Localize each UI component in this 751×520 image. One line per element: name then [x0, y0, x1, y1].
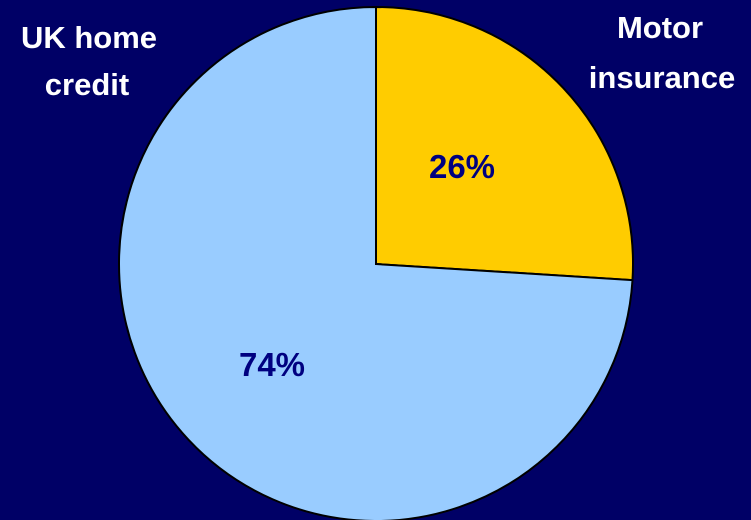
- pie-slice-1: [118, 5, 634, 520]
- pie-slices: [118, 5, 634, 520]
- pie-slice-0: [375, 5, 634, 282]
- category-label-uk-home-credit-line1: UK home: [21, 20, 157, 55]
- category-label-motor-line2: insurance: [589, 60, 735, 95]
- value-label-motor-insurance: 26%: [429, 148, 495, 185]
- value-label-uk-home-credit: 74%: [239, 346, 305, 383]
- category-label-uk-home-credit-line2: credit: [45, 67, 129, 102]
- category-label-motor-line1: Motor: [617, 10, 703, 45]
